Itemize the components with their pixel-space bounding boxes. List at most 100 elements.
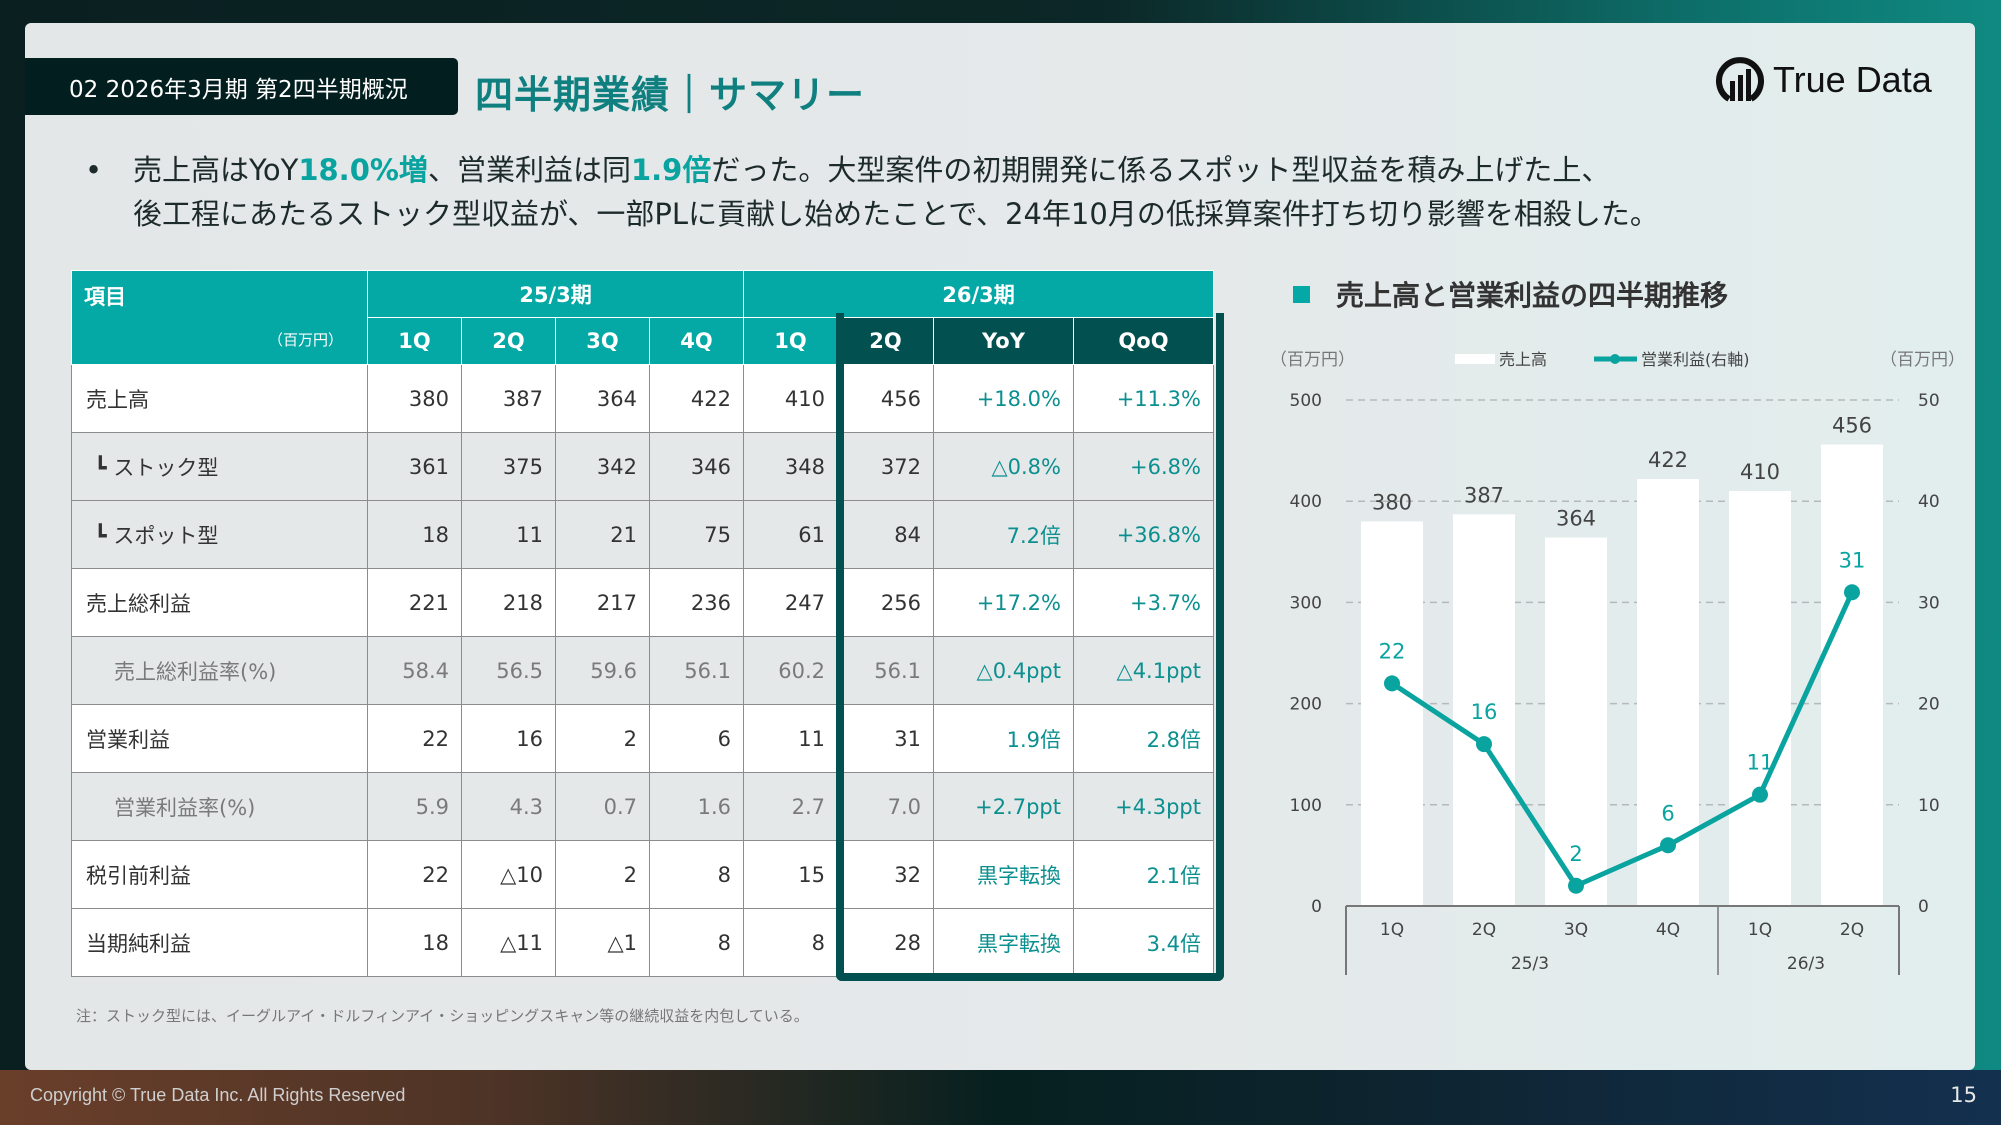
- table-cell: 5.9: [367, 772, 462, 841]
- copyright: Copyright © True Data Inc. All Rights Re…: [30, 1085, 406, 1105]
- table-cell: 8: [743, 908, 838, 977]
- x-tick-label: 4Q: [1656, 920, 1680, 940]
- table-cell: △10: [461, 840, 556, 909]
- table-row: 売上総利益率(%) 58.4 56.5 59.6 56.1 60.2 56.1 △0.4ppt…: [71, 636, 1214, 705]
- table-cell: 75: [649, 500, 744, 569]
- right-axis-unit: （百万円）: [1880, 350, 1965, 370]
- x-tick-label: 3Q: [1564, 920, 1588, 940]
- left-tick-label: 400: [1290, 492, 1322, 512]
- table-cell: +17.2%: [933, 568, 1074, 637]
- bar-sales: [1821, 444, 1883, 906]
- table-row: 売上総利益 221 218 217 236 247 256 +17.2% +3.7%: [71, 568, 1214, 637]
- table-cell: 375: [461, 432, 556, 501]
- table-cell: 456: [837, 364, 934, 433]
- right-tick-label: 20: [1918, 695, 1940, 715]
- period-header-26-3: 26/3期: [743, 270, 1214, 318]
- row-label: 営業利益率(%): [71, 772, 368, 841]
- column-header-6: 2Q: [837, 317, 934, 365]
- table-cell: 56.1: [649, 636, 744, 705]
- text: 売上高はYoY: [133, 153, 299, 187]
- table-cell: 2.7: [743, 772, 838, 841]
- table-cell: 361: [367, 432, 462, 501]
- table-cell: 1.9倍: [933, 704, 1074, 773]
- row-label: 売上総利益率(%): [71, 636, 368, 705]
- row-label: 営業利益: [71, 704, 368, 773]
- table-row: 税引前利益 22 △10 2 8 15 32 黒字転換 2.1倍: [71, 840, 1214, 909]
- table-cell: 31: [837, 704, 934, 773]
- table-cell: 2: [555, 840, 650, 909]
- table-cell: +36.8%: [1073, 500, 1214, 569]
- left-tick-label: 200: [1290, 695, 1322, 715]
- period-header-25-3: 25/3期: [367, 270, 744, 318]
- line-label: 6: [1661, 801, 1674, 825]
- table-cell: 3.4倍: [1073, 908, 1214, 977]
- chart-title-text: 売上高と営業利益の四半期推移: [1336, 279, 1729, 312]
- table-cell: 56.1: [837, 636, 934, 705]
- line-point: [1476, 736, 1492, 753]
- x-group-label: 26/3: [1787, 954, 1825, 974]
- line-label: 11: [1747, 751, 1774, 775]
- table-cell: 422: [649, 364, 744, 433]
- table-cell: 7.0: [837, 772, 934, 841]
- table-cell: 342: [555, 432, 650, 501]
- table-row: 営業利益 22 16 2 6 11 31 1.9倍 2.8倍: [71, 704, 1214, 773]
- table-cell: 1.6: [649, 772, 744, 841]
- bullet-line-2: 後工程にあたるストック型収益が、一部PLに貢献し始めたことで、24年10月の低採…: [133, 197, 1659, 231]
- legend-label-op: 営業利益(右軸): [1641, 350, 1750, 369]
- table-cell: △11: [461, 908, 556, 977]
- column-header-4: 4Q: [649, 317, 744, 365]
- line-point: [1660, 837, 1676, 854]
- table-row: 営業利益率(%) 5.9 4.3 0.7 1.6 2.7 7.0 +2.7ppt +4.3ppt: [71, 772, 1214, 841]
- right-tick-label: 40: [1918, 492, 1940, 512]
- table-cell: 18: [367, 500, 462, 569]
- table-cell: 黒字転換: [933, 908, 1074, 977]
- table-cell: 61: [743, 500, 838, 569]
- table-cell: 84: [837, 500, 934, 569]
- column-header-3: 3Q: [555, 317, 650, 365]
- table-cell: 236: [649, 568, 744, 637]
- section-tag: 02 2026年3月期 第2四半期概況: [25, 58, 458, 115]
- table-cell: △0.8%: [933, 432, 1074, 501]
- x-tick-label: 2Q: [1840, 920, 1864, 940]
- table-cell: 15: [743, 840, 838, 909]
- column-header-2: 2Q: [461, 317, 556, 365]
- table-cell: △0.4ppt: [933, 636, 1074, 705]
- line-op-profit: [1390, 591, 1855, 889]
- table-cell: 21: [555, 500, 650, 569]
- table-cell: +2.7ppt: [933, 772, 1074, 841]
- table-cell: △4.1ppt: [1073, 636, 1214, 705]
- left-tick-label: 500: [1290, 391, 1322, 411]
- table-cell: +6.8%: [1073, 432, 1214, 501]
- table-cell: 380: [367, 364, 462, 433]
- table-cell: 8: [649, 908, 744, 977]
- table-cell: 黒字転換: [933, 840, 1074, 909]
- table-cell: 2.1倍: [1073, 840, 1214, 909]
- column-header-5: 1Q: [743, 317, 838, 365]
- table-cell: 218: [461, 568, 556, 637]
- page-title: 四半期業績｜サマリー: [475, 73, 866, 117]
- table-cell: 247: [743, 568, 838, 637]
- table-cell: 387: [461, 364, 556, 433]
- left-tick-label: 0: [1311, 897, 1322, 917]
- column-header-8: QoQ: [1073, 317, 1214, 365]
- legend-marker-op: [1610, 354, 1620, 364]
- bar-sales: [1361, 521, 1423, 906]
- left-tick-label: 300: [1290, 593, 1322, 613]
- table-cell: 8: [649, 840, 744, 909]
- unit-label: （百万円）: [267, 331, 343, 349]
- line-label: 2: [1569, 842, 1582, 866]
- row-label: ┗ スポット型: [71, 500, 368, 569]
- table-cell: 346: [649, 432, 744, 501]
- table-cell: 217: [555, 568, 650, 637]
- table-cell: 16: [461, 704, 556, 773]
- table-cell: +18.0%: [933, 364, 1074, 433]
- table-cell: 11: [743, 704, 838, 773]
- table-cell: 410: [743, 364, 838, 433]
- x-tick-label: 2Q: [1472, 920, 1496, 940]
- table-row: 売上高 380 387 364 422 410 456 +18.0% +11.3%: [71, 364, 1214, 433]
- table-cell: +3.7%: [1073, 568, 1214, 637]
- table-cell: 348: [743, 432, 838, 501]
- column-header-7: YoY: [933, 317, 1074, 365]
- bar-sales: [1453, 514, 1515, 906]
- bar-label: 410: [1740, 460, 1780, 484]
